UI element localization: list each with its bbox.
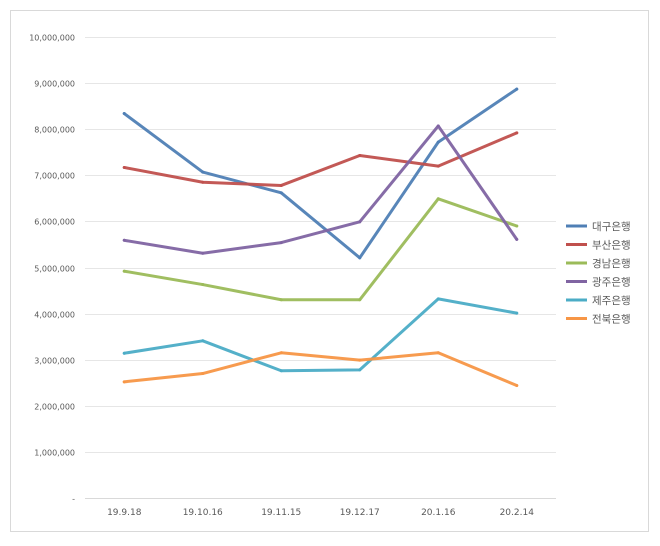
y-tick-label: 2,000,000 — [34, 403, 75, 412]
series-line-6 — [122, 351, 519, 388]
data-point — [122, 112, 126, 116]
data-point — [436, 124, 440, 128]
y-tick-label: 1,000,000 — [34, 449, 75, 458]
series-line-3 — [122, 197, 519, 302]
data-point — [436, 297, 440, 301]
data-point — [122, 238, 126, 242]
legend-label: 전북은행 — [592, 314, 631, 326]
data-point — [515, 237, 519, 241]
data-point — [358, 256, 362, 260]
data-point — [358, 368, 362, 372]
data-point — [515, 384, 519, 388]
data-point — [515, 87, 519, 91]
x-tick-label: 19.11.15 — [261, 508, 301, 518]
data-point — [122, 269, 126, 273]
x-tick-label: 19.10.16 — [183, 508, 223, 518]
data-point — [201, 339, 205, 343]
x-tick-label: 20.1.16 — [421, 508, 456, 518]
data-point — [358, 298, 362, 302]
data-point — [201, 251, 205, 255]
data-point — [279, 241, 283, 245]
y-tick-label: 9,000,000 — [34, 80, 75, 89]
data-point — [515, 311, 519, 315]
data-point — [122, 351, 126, 355]
data-point — [358, 153, 362, 157]
data-point — [201, 372, 205, 376]
legend-label: 제주은행 — [592, 295, 631, 307]
y-tick-label: 8,000,000 — [34, 126, 75, 135]
data-point — [515, 224, 519, 228]
data-point — [358, 358, 362, 362]
data-point — [122, 165, 126, 169]
data-point — [436, 197, 440, 201]
data-point — [201, 170, 205, 174]
chart-border — [10, 10, 649, 532]
series-line-2 — [122, 131, 519, 187]
y-tick-label: 7,000,000 — [34, 172, 75, 181]
data-point — [279, 183, 283, 187]
legend-label: 부산은행 — [592, 240, 631, 252]
y-tick-label: 10,000,000 — [29, 34, 75, 43]
y-tick-label: 6,000,000 — [34, 218, 75, 227]
data-point — [279, 369, 283, 373]
x-tick-label: 19.9.18 — [107, 508, 142, 518]
data-point — [122, 380, 126, 384]
data-point — [279, 351, 283, 355]
y-tick-label: - — [72, 495, 75, 504]
legend-label: 대구은행 — [592, 221, 631, 233]
x-tick-label: 20.2.14 — [500, 508, 535, 518]
data-point — [279, 191, 283, 195]
legend-label: 경남은행 — [592, 257, 631, 270]
data-point — [436, 351, 440, 355]
data-point — [279, 298, 283, 302]
data-point — [201, 180, 205, 184]
series-line-4 — [122, 124, 519, 255]
data-point — [201, 283, 205, 287]
data-point — [358, 220, 362, 224]
data-point — [515, 131, 519, 135]
legend-label: 광주은행 — [592, 277, 631, 289]
series-line-5 — [122, 297, 519, 373]
series-line-1 — [122, 87, 519, 260]
x-tick-label: 19.12.17 — [340, 508, 380, 518]
y-tick-label: 4,000,000 — [34, 311, 75, 320]
y-tick-label: 3,000,000 — [34, 357, 75, 366]
y-tick-label: 5,000,000 — [34, 265, 75, 274]
data-point — [436, 140, 440, 144]
data-point — [436, 164, 440, 168]
